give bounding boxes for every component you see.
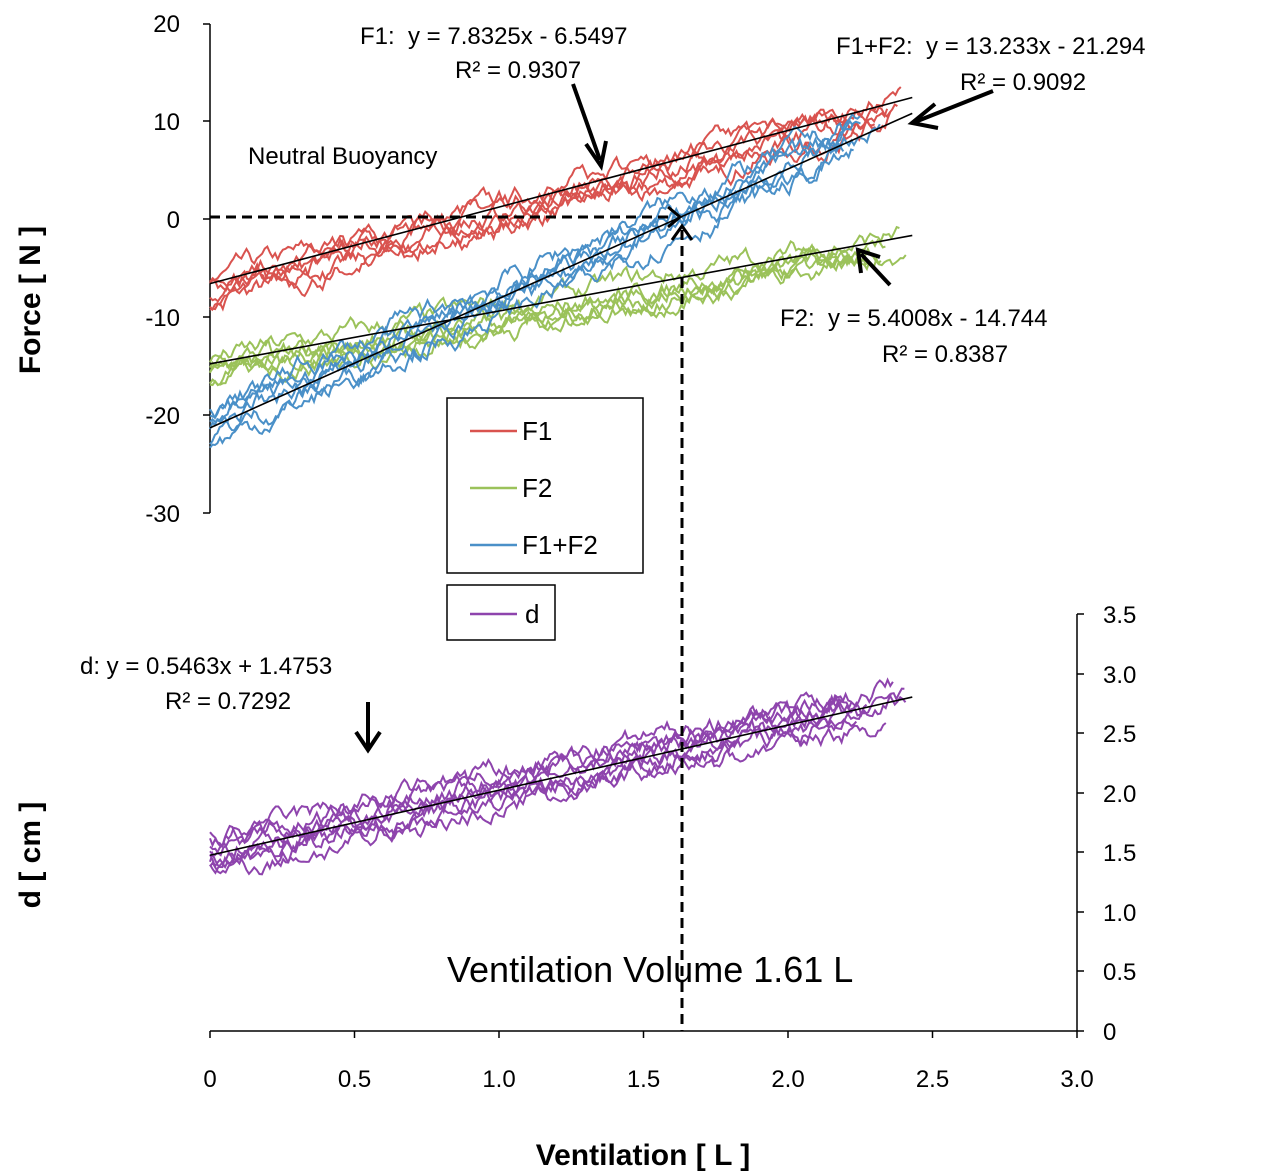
sum-arrow-icon bbox=[907, 89, 994, 130]
sum-equation: F1+F2: y = 13.233x - 21.294 bbox=[836, 33, 1146, 60]
sum-r-squared: R² = 0.9092 bbox=[960, 69, 1086, 96]
series-line-f1 bbox=[209, 122, 847, 312]
x-tick-label: 0 bbox=[203, 1066, 216, 1093]
trendline-f1-f2 bbox=[209, 112, 913, 429]
legend-label-d: d bbox=[525, 599, 539, 629]
series-line-f1 bbox=[209, 103, 898, 292]
legend-label-f1-f2: F1+F2 bbox=[522, 530, 598, 560]
neutral-buoyancy-label: Neutral Buoyancy bbox=[248, 143, 437, 170]
d-tick-label: 0 bbox=[1103, 1019, 1116, 1046]
d-tick-label: 1.5 bbox=[1103, 840, 1136, 867]
series-line-f2 bbox=[209, 238, 886, 387]
force-axis-title: Force [ N ] bbox=[14, 226, 47, 374]
d-tick-label: 2.0 bbox=[1103, 781, 1136, 808]
x-tick-label: 3.0 bbox=[1060, 1066, 1093, 1093]
legend: F1 F2 F1+F2 bbox=[446, 397, 644, 574]
x-tick-label: 1.0 bbox=[482, 1066, 515, 1093]
x-tick-label: 2.0 bbox=[771, 1066, 804, 1093]
d-tick-label: 3.0 bbox=[1103, 662, 1136, 689]
series-line-d bbox=[209, 722, 887, 876]
legend-label-f2: F2 bbox=[522, 473, 552, 503]
force-y-axis: 20 10 0 -10 -20 -30 bbox=[145, 11, 211, 528]
series-layer bbox=[209, 86, 907, 876]
series-line-f2 bbox=[209, 250, 907, 373]
d-tick-label: 2.5 bbox=[1103, 721, 1136, 748]
d-r-squared: R² = 0.7292 bbox=[165, 688, 291, 715]
force-tick-label: 0 bbox=[167, 207, 180, 234]
f2-r-squared: R² = 0.8387 bbox=[882, 341, 1008, 368]
ventilation-volume-label: Ventilation Volume 1.61 L bbox=[447, 949, 853, 990]
force-tick-label: -10 bbox=[145, 305, 180, 332]
d-equation: d: y = 0.5463x + 1.4753 bbox=[80, 653, 332, 680]
f2-equation: F2: y = 5.4008x - 14.744 bbox=[780, 305, 1048, 332]
d-axis-title: d [ cm ] bbox=[14, 802, 47, 909]
x-tick-label: 1.5 bbox=[627, 1066, 660, 1093]
d-tick-label: 3.5 bbox=[1103, 602, 1136, 629]
f2-arrow-icon bbox=[855, 247, 892, 287]
f1-arrow-icon bbox=[571, 83, 608, 172]
d-tick-label: 0.5 bbox=[1103, 959, 1136, 986]
trendline-f1 bbox=[209, 96, 913, 285]
trendline-layer bbox=[209, 96, 913, 857]
series-line-f2 bbox=[209, 225, 900, 363]
trendline-f2 bbox=[209, 234, 913, 365]
legend-d: d bbox=[446, 584, 556, 641]
f1-equation: F1: y = 7.8325x - 6.5497 bbox=[360, 23, 628, 50]
neutral-point-arrowhead-icon bbox=[667, 205, 694, 241]
legend-label-f1: F1 bbox=[522, 416, 552, 446]
series-line-f1 bbox=[209, 111, 892, 303]
x-axis-title: Ventilation [ L ] bbox=[536, 1139, 750, 1172]
force-tick-label: -30 bbox=[145, 501, 180, 528]
trendline-d bbox=[209, 696, 913, 857]
force-tick-label: 10 bbox=[153, 109, 180, 136]
d-y-axis: 3.5 3.0 2.5 2.0 1.5 1.0 0.5 0 bbox=[1076, 602, 1136, 1046]
series-line-f1-f2 bbox=[209, 112, 861, 420]
d-arrow-icon bbox=[354, 702, 382, 754]
series-line-f1-f2 bbox=[209, 148, 854, 449]
series-line-d bbox=[209, 677, 894, 848]
series-line-f1-f2 bbox=[209, 120, 861, 424]
x-tick-label: 0.5 bbox=[338, 1066, 371, 1093]
series-line-f1-f2 bbox=[209, 119, 854, 430]
force-tick-label: -20 bbox=[145, 403, 180, 430]
series-line-f1 bbox=[209, 86, 902, 293]
x-tick-label: 2.5 bbox=[916, 1066, 949, 1093]
f1-r-squared: R² = 0.9307 bbox=[455, 57, 581, 84]
series-line-d bbox=[209, 693, 853, 849]
d-tick-label: 1.0 bbox=[1103, 900, 1136, 927]
force-tick-label: 20 bbox=[153, 11, 180, 38]
x-axis: 0 0.5 1.0 1.5 2.0 2.5 3.0 bbox=[203, 1030, 1094, 1093]
